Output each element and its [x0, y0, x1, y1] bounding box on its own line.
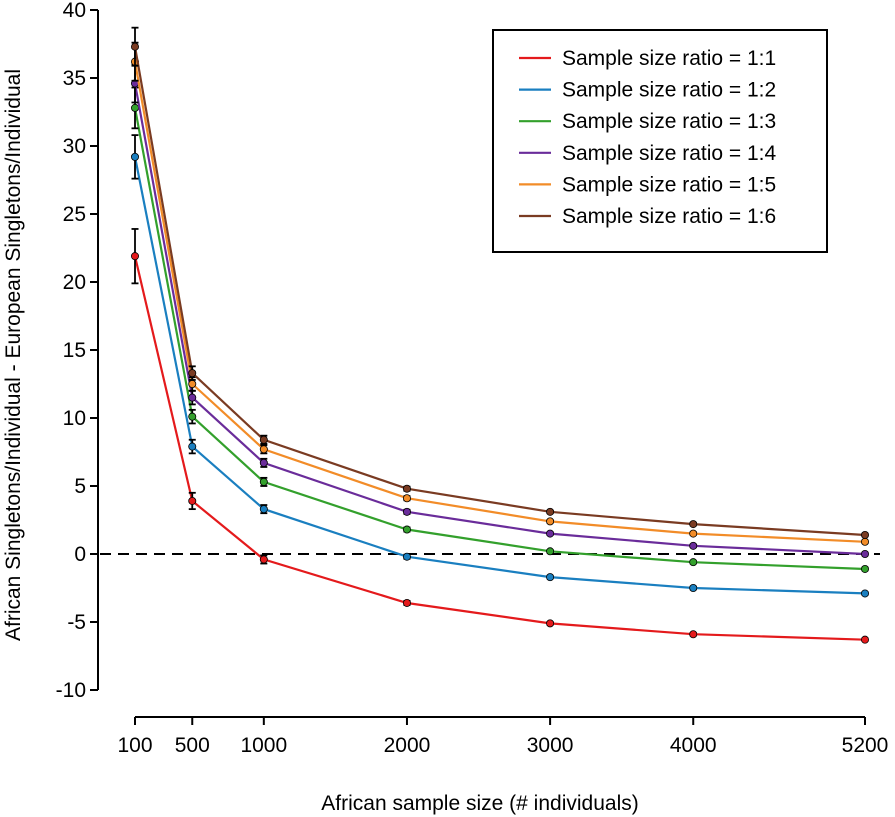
x-tick-label: 2000 [384, 734, 431, 757]
legend-label: Sample size ratio = 1:1 [562, 47, 776, 70]
legend: Sample size ratio = 1:1 Sample size ratio… [492, 29, 828, 253]
y-tick-label: -10 [56, 679, 86, 702]
data-point [188, 369, 197, 378]
data-point [402, 598, 411, 607]
y-tick-label: 35 [63, 67, 86, 90]
data-point [861, 564, 870, 573]
y-axis-title: African Singletons/Individual - European… [2, 69, 25, 641]
x-axis-title: African sample size (# individuals) [321, 792, 638, 815]
data-point [130, 252, 139, 261]
data-point [689, 630, 698, 639]
series-6 [130, 26, 870, 539]
data-point [130, 103, 139, 112]
y-axis: -10 -5 0 5 10 15 20 25 30 35 40 [56, 0, 99, 702]
y-tick-label: 40 [63, 0, 86, 22]
y-tick-label: 5 [74, 475, 86, 498]
x-tick-label: 1000 [240, 734, 287, 757]
data-point [188, 412, 197, 421]
data-point [546, 517, 555, 526]
legend-label: Sample size ratio = 1:2 [562, 79, 776, 102]
data-point [546, 507, 555, 516]
data-point [689, 584, 698, 593]
data-point [546, 573, 555, 582]
x-tick-label: 500 [175, 734, 210, 757]
legend-label: Sample size ratio = 1:4 [562, 142, 777, 165]
data-point [689, 558, 698, 567]
data-point [188, 442, 197, 451]
data-point [259, 445, 268, 454]
data-point [188, 393, 197, 402]
series-1 [130, 228, 870, 644]
y-tick-label: 0 [74, 543, 86, 566]
data-point [689, 520, 698, 529]
y-tick-label: -5 [67, 611, 86, 634]
data-point [188, 496, 197, 505]
series-3 [130, 86, 870, 573]
y-tick-label: 30 [63, 135, 86, 158]
data-point [546, 547, 555, 556]
series-group [130, 26, 870, 644]
data-point [402, 494, 411, 503]
series-4 [130, 63, 870, 559]
data-point [689, 541, 698, 550]
x-tick-label: 5200 [842, 734, 889, 757]
y-tick-label: 20 [63, 271, 86, 294]
data-point [402, 507, 411, 516]
data-point [689, 529, 698, 538]
data-point [861, 530, 870, 539]
data-point [861, 550, 870, 559]
legend-label: Sample size ratio = 1:3 [562, 110, 776, 133]
data-point [402, 552, 411, 561]
data-point [861, 589, 870, 598]
legend-label: Sample size ratio = 1:5 [562, 173, 776, 196]
data-point [130, 42, 139, 51]
x-tick-label: 100 [117, 734, 152, 757]
x-tick-label: 3000 [527, 734, 574, 757]
data-point [259, 435, 268, 444]
data-point [259, 458, 268, 467]
data-point [259, 555, 268, 564]
data-point [546, 619, 555, 628]
series-line [133, 255, 866, 641]
data-point [402, 525, 411, 534]
x-axis: 100 500 1000 2000 3000 4000 5200 [117, 716, 889, 757]
y-tick-label: 15 [63, 339, 86, 362]
data-point [861, 635, 870, 644]
data-point [259, 477, 268, 486]
data-point [861, 537, 870, 546]
data-point [546, 529, 555, 538]
y-tick-label: 25 [63, 203, 86, 226]
data-point [188, 379, 197, 388]
x-tick-label: 4000 [670, 734, 717, 757]
data-point [402, 484, 411, 493]
data-point [130, 152, 139, 161]
data-point [259, 505, 268, 514]
legend-label: Sample size ratio = 1:6 [562, 205, 776, 228]
series-2 [130, 134, 870, 598]
y-tick-label: 10 [63, 407, 86, 430]
